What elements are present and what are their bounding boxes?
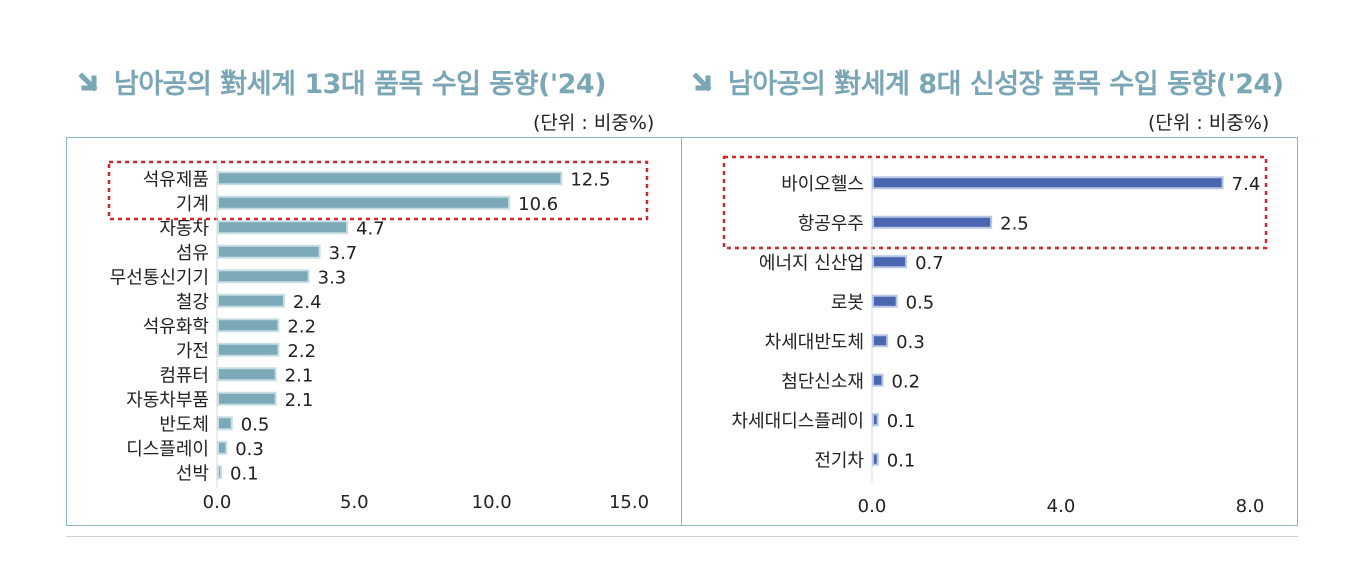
right-chart-x-tick-label: 8.0	[1236, 496, 1265, 517]
left-chart-title-text: 남아공의 對세계 13대 품목 수입 동향('24)	[114, 69, 607, 100]
left-chart-bar	[217, 367, 277, 382]
left-chart-category-label: 반도체	[159, 414, 209, 435]
right-chart-panel: 바이오헬스 7.4 항공우주 2.5 에너지 신산업 0.7 로봇 0.5 차세대반도체 0.3 첨…	[681, 137, 1298, 526]
left-chart-bar	[217, 391, 277, 406]
right-chart-highlight-box	[722, 155, 1268, 250]
right-chart-category-label: 차세대반도체	[765, 332, 864, 353]
right-chart-value-label: 0.2	[891, 371, 920, 392]
left-chart-title: 남아공의 對세계 13대 품목 수입 동향('24)	[78, 62, 607, 101]
left-chart-bar	[217, 440, 228, 455]
right-bar-chart: 바이오헬스 7.4 항공우주 2.5 에너지 신산업 0.7 로봇 0.5 차세대반도체 0.3 첨…	[722, 155, 1268, 517]
left-chart-value-label: 10.6	[518, 194, 558, 215]
left-chart-unit: (단위 : 비중%)	[533, 112, 655, 134]
left-chart-value-label: 2.1	[285, 365, 314, 386]
left-chart-x-tick-label: 0.0	[203, 492, 232, 513]
left-chart-category-label: 가전	[176, 341, 209, 362]
left-chart-bar	[217, 244, 321, 259]
left-chart-bar	[217, 342, 280, 357]
right-chart-bar	[872, 373, 884, 387]
right-chart-unit: (단위 : 비중%)	[1148, 112, 1270, 134]
right-chart-bar	[872, 452, 879, 466]
right-chart-title: 남아공의 對세계 8대 신성장 품목 수입 동향('24)	[692, 62, 1284, 101]
right-chart-value-label: 7.4	[1232, 174, 1261, 195]
left-chart-value-label: 2.2	[287, 316, 316, 337]
left-chart-value-label: 4.7	[356, 218, 385, 239]
right-chart-category-label: 에너지 신산업	[759, 253, 864, 274]
right-chart-value-label: 2.5	[1000, 213, 1029, 234]
right-chart-x-tick-label: 4.0	[1047, 496, 1076, 517]
left-chart-category-label: 자동차	[159, 218, 209, 239]
right-chart-value-label: 0.7	[915, 253, 944, 274]
left-chart-bar	[217, 293, 285, 308]
left-chart-value-label: 2.2	[287, 341, 316, 362]
right-chart-category-label: 항공우주	[798, 213, 864, 234]
right-chart-category-label: 전기차	[814, 450, 864, 471]
right-chart-title-text: 남아공의 對세계 8대 신성장 품목 수입 동향('24)	[728, 69, 1284, 100]
right-chart-bar	[872, 334, 889, 348]
right-chart-bar	[872, 294, 898, 308]
right-chart-bar	[872, 413, 879, 427]
left-chart-panel: 석유제품 12.5 기계 10.6 자동차 4.7 섬유 3.7 무선통신기기 3.3 철강 2.4 석…	[66, 137, 682, 526]
left-chart-x-tick-label: 5.0	[340, 492, 369, 513]
left-chart-category-label: 철강	[176, 292, 209, 313]
left-chart-bar	[217, 416, 233, 431]
left-chart-category-label: 디스플레이	[126, 439, 209, 460]
right-chart-value-label: 0.5	[906, 292, 935, 313]
left-bar-chart: 석유제품 12.5 기계 10.6 자동차 4.7 섬유 3.7 무선통신기기 3.3 철강 2.4 석…	[107, 160, 649, 513]
left-chart-value-label: 0.1	[230, 463, 259, 484]
right-chart-value-label: 0.3	[896, 332, 925, 353]
left-chart-category-label: 기계	[176, 194, 209, 215]
left-chart-bar	[217, 220, 349, 235]
left-chart-category-label: 선박	[176, 463, 209, 484]
left-chart-category-label: 석유화학	[143, 316, 209, 337]
left-chart-value-label: 12.5	[570, 169, 610, 190]
right-chart-x-tick-label: 0.0	[858, 496, 887, 517]
right-chart-value-label: 0.1	[887, 411, 916, 432]
right-chart-bar	[872, 176, 1224, 190]
left-chart-value-label: 3.3	[318, 267, 347, 288]
left-chart-value-label: 0.5	[241, 414, 270, 435]
left-chart-category-label: 석유제품	[143, 169, 209, 190]
arrow-down-right-icon	[692, 69, 718, 100]
left-chart-value-label: 0.3	[235, 439, 264, 460]
left-chart-x-tick-label: 15.0	[609, 492, 649, 513]
left-chart-bar	[217, 269, 310, 284]
left-chart-category-label: 무선통신기기	[110, 267, 209, 288]
left-chart-category-label: 컴퓨터	[159, 365, 209, 386]
left-chart-highlight-box	[107, 160, 649, 221]
right-chart-category-label: 바이오헬스	[781, 174, 864, 195]
right-chart-bar	[872, 255, 908, 269]
footer-divider	[66, 536, 1298, 543]
left-chart-category-label: 자동차부품	[126, 390, 209, 411]
left-chart-x-tick-label: 10.0	[472, 492, 512, 513]
left-chart-bar	[217, 195, 511, 210]
left-chart-value-label: 2.1	[285, 390, 314, 411]
arrow-down-right-icon	[78, 69, 104, 100]
right-chart-category-label: 로봇	[831, 292, 864, 313]
right-chart-bar	[872, 215, 993, 229]
right-chart-category-label: 차세대디스플레이	[732, 411, 864, 432]
left-chart-bar	[217, 465, 222, 480]
left-chart-bar	[217, 318, 280, 333]
right-chart-value-label: 0.1	[887, 450, 916, 471]
left-chart-value-label: 3.7	[329, 243, 358, 264]
left-chart-category-label: 섬유	[176, 243, 209, 264]
right-chart-category-label: 첨단신소재	[781, 371, 864, 392]
left-chart-bar	[217, 171, 563, 186]
left-chart-value-label: 2.4	[293, 292, 322, 313]
